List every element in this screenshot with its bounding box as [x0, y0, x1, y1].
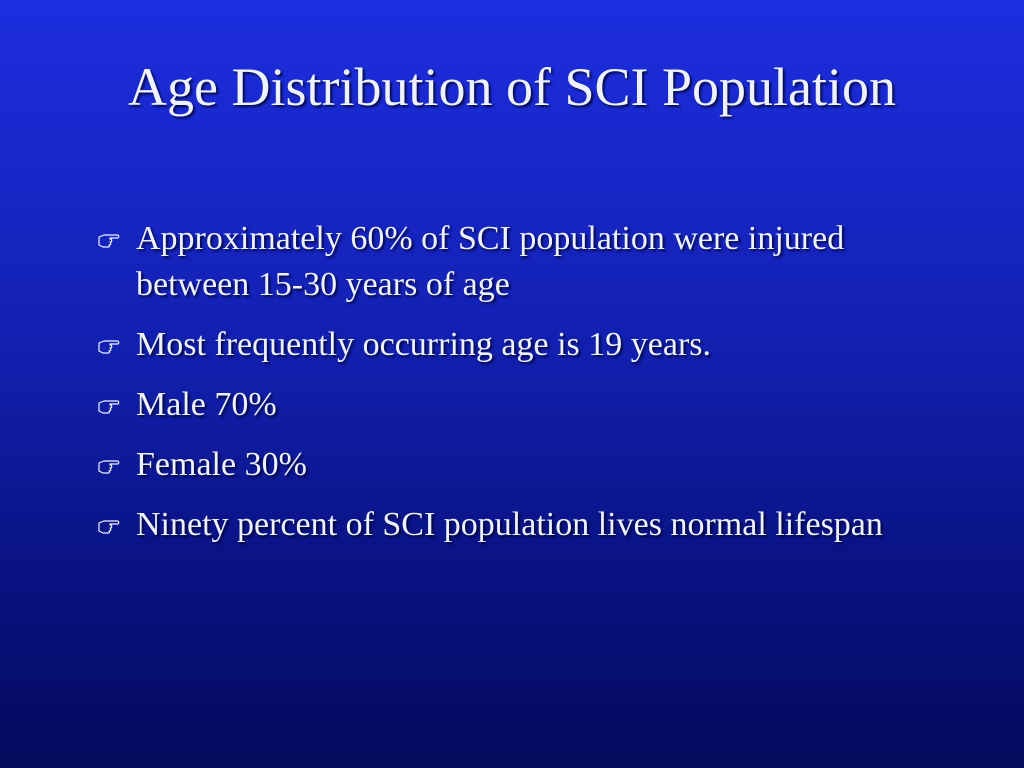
bullet-icon [98, 400, 120, 414]
slide-title: Age Distribution of SCI Population [128, 57, 896, 117]
bullet-icon [98, 234, 120, 248]
bullet-item: Male 70% [96, 382, 946, 428]
bullet-text: Ninety percent of SCI population lives n… [136, 506, 883, 543]
bullet-item: Approximately 60% of SCI population were… [96, 216, 946, 308]
bullet-item: Ninety percent of SCI population lives n… [96, 502, 946, 548]
bullet-item: Most frequently occurring age is 19 year… [96, 322, 946, 368]
bullet-icon [98, 520, 120, 534]
bullet-icon [98, 460, 120, 474]
bullet-text: Female 30% [136, 446, 307, 483]
bullet-text: Male 70% [136, 386, 277, 423]
bullet-text: Approximately 60% of SCI population were… [136, 220, 845, 303]
bullet-text: Most frequently occurring age is 19 year… [136, 326, 711, 363]
bullet-icon [98, 340, 120, 354]
bullet-item: Female 30% [96, 442, 946, 488]
bullet-list: Approximately 60% of SCI population were… [96, 216, 946, 562]
